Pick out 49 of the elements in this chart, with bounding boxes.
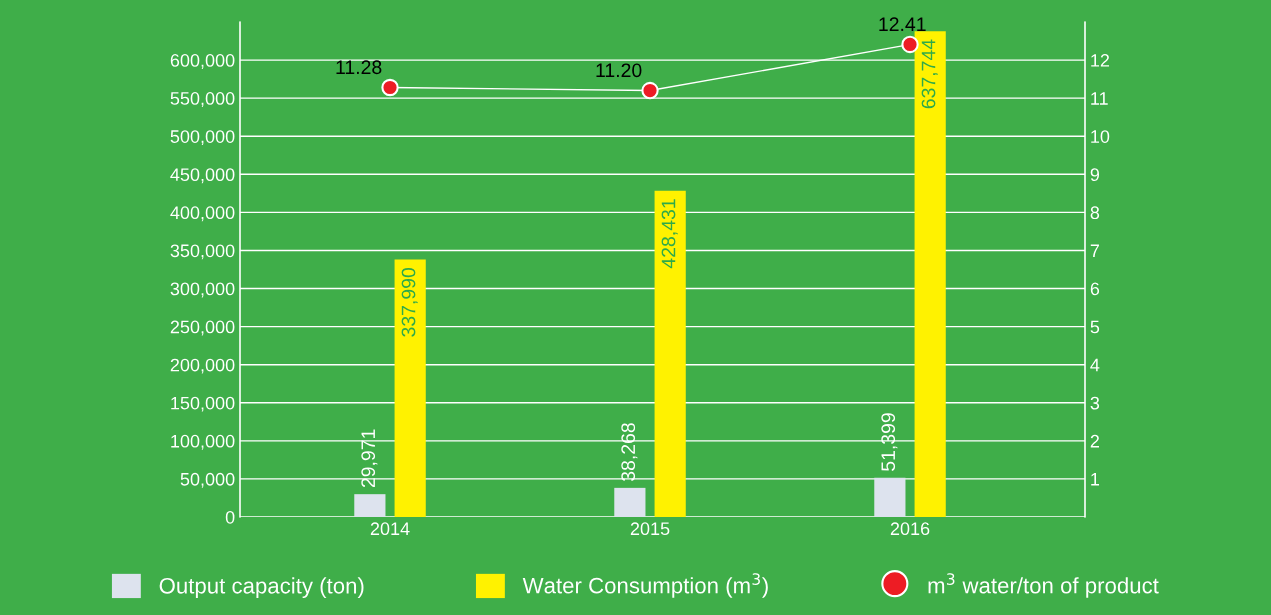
y-tick-label: 150,000 — [171, 396, 235, 412]
data-label: 38,268 — [621, 423, 638, 482]
x-tick-label: 2014 — [370, 522, 410, 536]
y-tick-label: 0 — [225, 510, 235, 524]
point — [901, 35, 919, 54]
y-tick-label: 300,000 — [170, 282, 235, 298]
y-tick-label: 250,000 — [170, 320, 235, 336]
x-tick-label: 2016 — [890, 522, 930, 536]
y2-tick-label: 7 — [1090, 244, 1099, 257]
data-label: 428,431 — [661, 199, 678, 269]
data-label: 337,990 — [401, 267, 418, 337]
bar — [874, 477, 906, 517]
bar — [354, 494, 386, 517]
y2-tick-label: 5 — [1090, 320, 1100, 334]
y-tick-label: 100,000 — [171, 434, 235, 450]
data-label: 11.20 — [596, 63, 642, 78]
x-tick-label: 2015 — [630, 522, 670, 536]
y2-tick-label: 4 — [1090, 358, 1100, 372]
point — [381, 78, 399, 97]
bar — [614, 487, 646, 517]
y2-tick-label: 6 — [1090, 282, 1100, 296]
legend-label: Output capacity (ton) — [159, 577, 364, 599]
data-label: 11.28 — [336, 60, 382, 75]
y-tick-label: 550,000 — [170, 92, 235, 108]
data-label: 637,744 — [921, 39, 938, 109]
bar — [654, 190, 686, 517]
y2-tick-label: 1 — [1091, 473, 1100, 486]
bar — [394, 259, 426, 517]
y2-tick-label: 10 — [1091, 130, 1110, 143]
y-tick-label: 600,000 — [170, 54, 235, 69]
y2-tick-label: 3 — [1090, 396, 1100, 410]
y-tick-label: 500,000 — [170, 130, 235, 146]
bar — [914, 31, 946, 517]
y2-tick-label: 2 — [1090, 434, 1099, 448]
legend-label: Water Consumption (m$^{3}$) — [522, 573, 768, 598]
y2-tick-label: 9 — [1090, 168, 1100, 182]
legend-label: m$^{3}$ water/ton of product — [928, 573, 1159, 598]
y-tick-label: 50,000 — [180, 472, 235, 488]
y-tick-label: 400,000 — [170, 206, 235, 222]
data-label: 51,399 — [881, 413, 898, 471]
y2-tick-label: 8 — [1090, 206, 1100, 220]
y-tick-label: 350,000 — [170, 244, 235, 260]
y-tick-label: 450,000 — [170, 168, 235, 184]
y2-tick-label: 11 — [1091, 92, 1108, 105]
y2-tick-label: 12 — [1091, 54, 1110, 67]
data-label: 12.41 — [879, 17, 926, 31]
y-tick-label: 200,000 — [170, 358, 235, 374]
point — [641, 81, 659, 100]
data-label: 29,971 — [361, 429, 378, 488]
